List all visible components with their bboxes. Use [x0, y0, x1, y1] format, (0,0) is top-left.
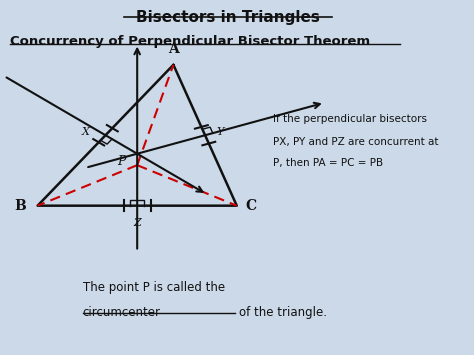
Text: If the perpendicular bisectors: If the perpendicular bisectors [273, 114, 427, 124]
Text: Bisectors in Triangles: Bisectors in Triangles [136, 10, 319, 25]
Text: P, then PA = PC = PB: P, then PA = PC = PB [273, 158, 383, 168]
Text: of the triangle.: of the triangle. [239, 306, 327, 319]
Text: A: A [168, 42, 179, 56]
Text: Y: Y [217, 127, 224, 137]
Text: Z: Z [133, 218, 141, 228]
Text: circumcenter: circumcenter [83, 306, 161, 319]
Text: PX, PY and PZ are concurrent at: PX, PY and PZ are concurrent at [273, 137, 438, 147]
Text: B: B [15, 199, 26, 213]
Text: The point P is called the: The point P is called the [83, 282, 225, 294]
Text: C: C [246, 199, 257, 213]
Text: Concurrency of Perpendicular Bisector Theorem: Concurrency of Perpendicular Bisector Th… [10, 35, 371, 48]
Text: X: X [82, 127, 90, 137]
Text: P: P [118, 155, 126, 168]
